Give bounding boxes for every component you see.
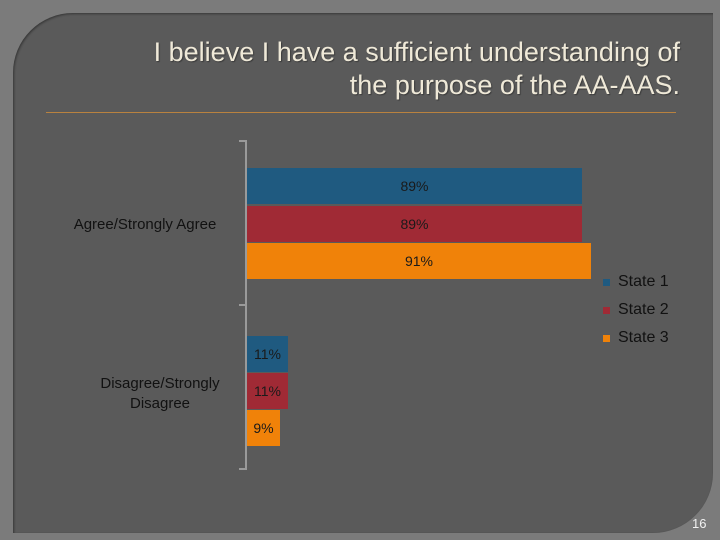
category-label-agree: Agree/Strongly Agree <box>73 216 217 233</box>
axis-tick <box>239 468 247 470</box>
slide-title: I believe I have a sufficient understand… <box>30 36 680 102</box>
bar-agree-state-3: 91% <box>247 243 591 279</box>
category-label-disagree: Disagree/Strongly Disagree <box>100 375 220 412</box>
title-divider <box>46 112 676 113</box>
legend-item-state-2: State 2 <box>603 296 669 324</box>
title-line-1: I believe I have a sufficient understand… <box>153 37 680 67</box>
axis-tick <box>239 140 247 142</box>
bar-disagree-state-2: 11% <box>247 373 288 409</box>
page-number: 16 <box>692 516 707 531</box>
chart-legend: State 1 State 2 State 3 <box>603 268 669 352</box>
legend-swatch-icon <box>603 278 610 286</box>
legend-swatch-icon <box>603 334 610 342</box>
legend-item-state-3: State 3 <box>603 324 669 352</box>
bar-agree-state-2: 89% <box>247 206 582 242</box>
legend-item-state-1: State 1 <box>603 268 669 296</box>
bar-disagree-state-1: 11% <box>247 336 288 372</box>
bar-disagree-state-3: 9% <box>247 410 280 446</box>
axis-tick <box>239 304 247 306</box>
title-line-2: the purpose of the AA-AAS. <box>349 70 680 100</box>
legend-swatch-icon <box>603 306 610 314</box>
bar-agree-state-1: 89% <box>247 168 582 204</box>
